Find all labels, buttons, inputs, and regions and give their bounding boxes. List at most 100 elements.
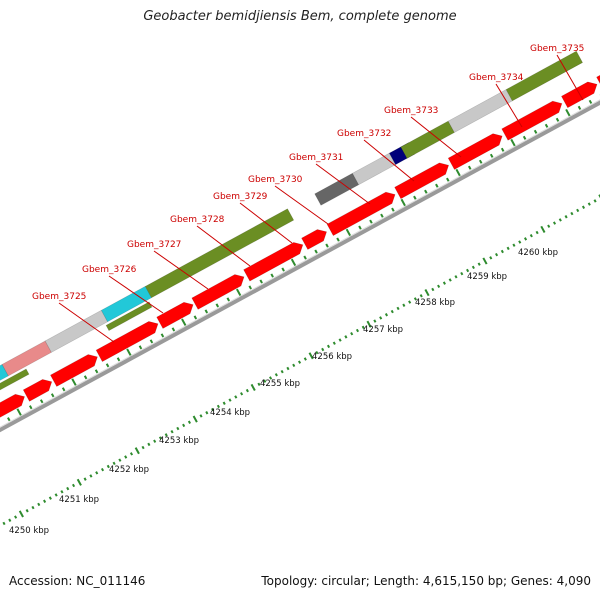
scale-tick-mark [124, 455, 128, 459]
gene-label[interactable]: Gbem_3726 [82, 265, 137, 275]
scale-tick-mark [25, 509, 29, 513]
cds-arrow [301, 229, 328, 250]
outer-tick-mark [193, 315, 198, 320]
scale-tick-mark [66, 486, 70, 491]
backbone-line [0, 100, 600, 433]
outer-tick-mark [413, 195, 417, 200]
outer-tick-mark [380, 213, 384, 218]
scale-tick-ring [2, 194, 600, 526]
scale-tick-mark [315, 350, 319, 355]
scale-tick-mark [18, 510, 24, 518]
scale-tick-mark [14, 515, 18, 519]
scale-tick-mark [182, 423, 186, 428]
cds-arrow [0, 393, 25, 418]
outer-tick-mark [116, 357, 121, 362]
scale-tick-mark [506, 246, 510, 251]
gene-leader-line [410, 116, 462, 158]
scale-tick-mark [280, 369, 284, 374]
accession-text: Accession: NC_011146 [9, 574, 146, 588]
scale-tick-mark [216, 404, 220, 409]
gene-leader-line [315, 163, 371, 205]
outer-tick-mark [105, 363, 110, 368]
gene-label[interactable]: Gbem_3732 [337, 129, 391, 139]
scale-tick-mark [308, 352, 314, 360]
genome-summary-text: Topology: circular; Length: 4,615,150 bp… [261, 574, 591, 588]
scale-tick-mark [274, 373, 278, 377]
scale-tick-mark [228, 398, 232, 402]
gene-label[interactable]: Gbem_3729 [213, 192, 268, 202]
cds-arrow [243, 242, 304, 282]
outer-tick-mark [358, 225, 362, 230]
scale-labels: 4250 kbp 4251 kbp 4252 kbp 4253 kbp 4254 kbp… [9, 248, 558, 536]
outer-tick-mark [281, 267, 285, 272]
backbone [0, 99, 600, 433]
outer-tick-mark [226, 297, 231, 302]
cds-arrow [501, 100, 563, 141]
scale-tick-mark [512, 243, 516, 247]
outer-tick-mark [215, 303, 220, 308]
scale-tick-mark [234, 395, 238, 399]
outer-tick-mark [270, 273, 274, 278]
gene-leader-line [239, 202, 293, 244]
gene-label[interactable]: Gbem_3733 [384, 106, 438, 116]
outer-tick-mark [588, 99, 593, 104]
scale-tick-mark [83, 477, 87, 481]
gene-label[interactable]: Gbem_3727 [127, 240, 181, 250]
scale-tick-mark [431, 287, 435, 292]
scale-tick-mark [518, 240, 522, 244]
gene-label[interactable]: Gbem_3728 [170, 215, 225, 225]
scale-label: 4260 kbp [518, 248, 558, 258]
scale-tick-mark [448, 278, 452, 282]
gene-label[interactable]: Gbem_3730 [248, 175, 303, 185]
scale-tick-mark [292, 363, 296, 368]
scale-tick-mark [587, 202, 591, 206]
scale-tick-mark [413, 297, 417, 301]
scale-tick-mark [257, 382, 261, 387]
gene-leader-line [108, 275, 164, 314]
gene-label[interactable]: Gbem_3731 [289, 153, 343, 163]
scale-tick-mark [350, 332, 354, 336]
scale-tick-mark [540, 225, 546, 233]
scale-tick-mark [129, 452, 134, 456]
cds-arrow [95, 321, 159, 362]
scale-label: 4250 kbp [9, 526, 49, 536]
scale-tick-mark [118, 458, 122, 462]
scale-label: 4258 kbp [415, 298, 455, 308]
scale-tick-mark [460, 271, 464, 276]
scale-tick-mark [482, 257, 488, 265]
scale-tick-mark [338, 338, 342, 342]
scale-tick-mark [454, 275, 458, 279]
scale-tick-mark [54, 493, 58, 497]
scale-tick-mark [332, 341, 336, 345]
outer-tick-mark [544, 123, 549, 128]
feature-bar [352, 152, 396, 186]
scale-tick-mark [355, 328, 360, 333]
scale-label: 4257 kbp [363, 325, 403, 335]
scale-tick-mark [581, 205, 586, 209]
gene-leader-line [556, 54, 584, 101]
scale-tick-mark [466, 268, 470, 273]
scale-tick-mark [112, 461, 116, 466]
backbone-highlight [0, 99, 600, 428]
outer-tick-mark [248, 285, 252, 290]
outer-tick-mark [489, 153, 494, 158]
cds-arrow [22, 379, 53, 402]
scale-tick-mark [564, 215, 568, 219]
gene-label[interactable]: Gbem_3734 [469, 73, 524, 83]
outer-tick-mark [94, 369, 99, 374]
scale-tick-mark [535, 230, 539, 235]
scale-tick-mark [147, 442, 151, 447]
scale-tick-mark [558, 218, 562, 222]
gene-label[interactable]: Gbem_3735 [530, 44, 584, 54]
scale-tick-mark [222, 401, 226, 405]
scale-tick-mark [390, 309, 394, 314]
map-title: Geobacter bemidjiensis Bem, complete gen… [143, 9, 457, 24]
scale-tick-mark [321, 347, 325, 352]
scale-tick-mark [43, 499, 47, 503]
gene-labels: Gbem_3725 Gbem_3726 Gbem_3727 Gbem_3728 Gbem… [32, 44, 584, 343]
scale-tick-mark [552, 221, 557, 225]
scale-tick-mark [489, 256, 493, 260]
gene-label[interactable]: Gbem_3725 [32, 292, 86, 302]
scale-tick-mark [576, 208, 580, 213]
